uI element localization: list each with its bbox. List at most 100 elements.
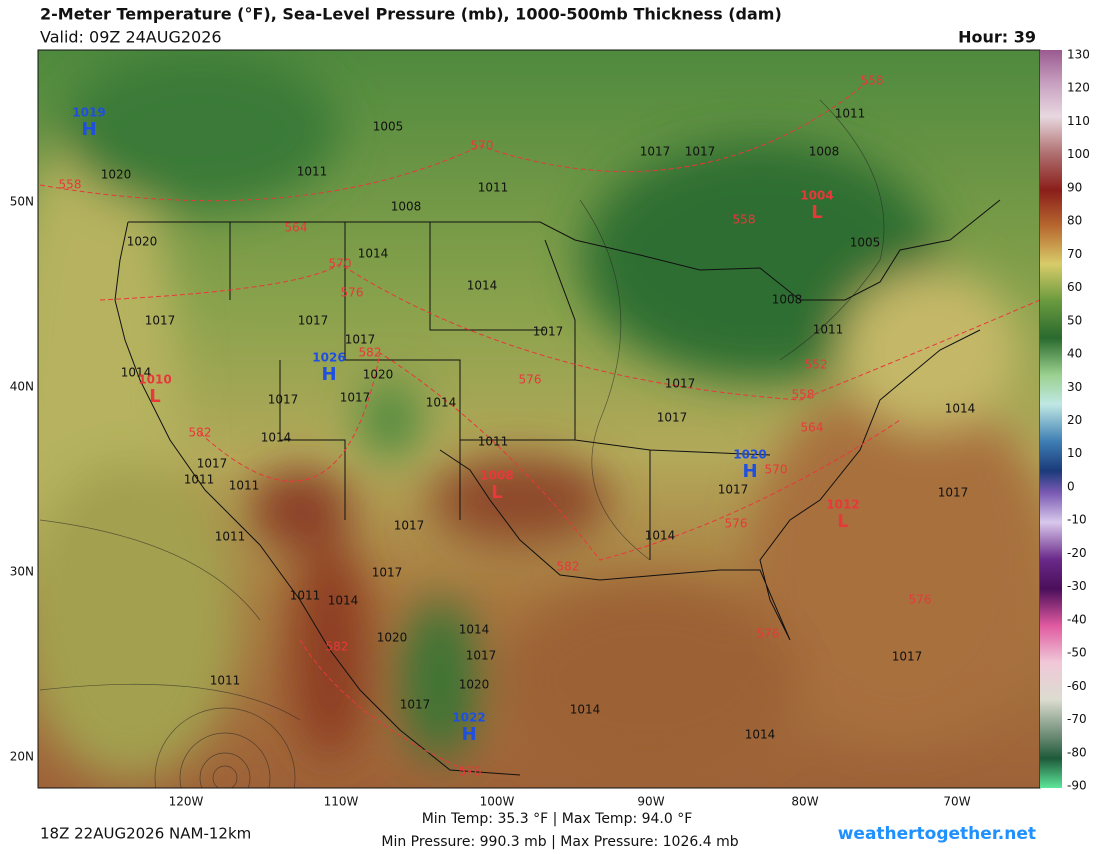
center-symbol: H — [742, 461, 757, 482]
center-pressure: 1020 — [733, 448, 766, 462]
title: 2-Meter Temperature (°F), Sea-Level Pres… — [40, 5, 782, 24]
isobar-label: 1017 — [400, 698, 431, 712]
isobar-label: 1014 — [121, 366, 152, 380]
isobar-label: 1011 — [478, 181, 509, 195]
isobar-label: 1014 — [459, 623, 490, 637]
colorbar-tick-label: -30 — [1067, 579, 1087, 593]
center-symbol: L — [811, 202, 822, 223]
thickness-label: 564 — [285, 221, 308, 235]
isobar-label: 1011 — [210, 674, 241, 688]
isobar-label: 1014 — [467, 279, 498, 293]
colorbar-tick-label: -40 — [1067, 612, 1087, 626]
longitude-label: 100W — [480, 795, 515, 809]
temperature-range: Min Temp: 35.3 °F | Max Temp: 94.0 °F — [422, 811, 693, 827]
longitude-label: 70W — [943, 795, 970, 809]
thickness-label: 558 — [733, 213, 756, 227]
isobar-label: 1011 — [813, 323, 844, 337]
isobar-label: 1014 — [570, 703, 601, 717]
isobar-label: 1008 — [772, 293, 803, 307]
longitude-label: 90W — [637, 795, 664, 809]
isobar-label: 1017 — [145, 314, 176, 328]
latitude-label: 20N — [10, 750, 34, 764]
thickness-label: 576 — [725, 517, 748, 531]
site-name[interactable]: weathertogether.net — [838, 824, 1036, 844]
thickness-label: 570 — [329, 257, 352, 271]
colorbar-tick-label: 10 — [1067, 446, 1082, 460]
isobar-label: 1017 — [533, 325, 564, 339]
colorbar-tick-label: 30 — [1067, 380, 1082, 394]
center-pressure: 1019 — [72, 106, 105, 120]
colorbar-tick-label: -80 — [1067, 745, 1087, 759]
center-symbol: L — [837, 511, 848, 532]
model-run: 18Z 22AUG2026 NAM-12km — [40, 825, 251, 843]
thickness-label: 582 — [189, 426, 212, 440]
isobar-label: 1005 — [373, 120, 404, 134]
thickness-label: 582 — [557, 560, 580, 574]
colorbar-tick-label: -70 — [1067, 712, 1087, 726]
isobar-label: 1014 — [945, 402, 976, 416]
isobar-label: 1017 — [892, 650, 923, 664]
center-pressure: 1026 — [312, 351, 345, 365]
colorbar-tick-label: -20 — [1067, 546, 1087, 560]
isobar-label: 1011 — [290, 589, 321, 603]
colorbar-tick-label: 130 — [1067, 48, 1090, 62]
longitude-label: 80W — [791, 795, 818, 809]
isobar-label: 1014 — [745, 728, 776, 742]
colorbar — [1040, 50, 1062, 788]
isobar-label: 1017 — [685, 145, 716, 159]
longitude-label: 120W — [169, 795, 204, 809]
isobar-label: 1011 — [229, 479, 260, 493]
latitude-label: 50N — [10, 195, 34, 209]
center-symbol: L — [149, 386, 160, 407]
isobar-label: 1008 — [391, 200, 422, 214]
center-pressure: 1012 — [826, 498, 859, 512]
center-pressure: 1010 — [138, 373, 171, 387]
isobar-label: 1011 — [215, 530, 246, 544]
center-symbol: H — [461, 724, 476, 745]
isobar-label: 1005 — [850, 236, 881, 250]
thickness-label: 582 — [359, 346, 382, 360]
longitude-label: 110W — [324, 795, 359, 809]
colorbar-tick-label: 90 — [1067, 180, 1082, 194]
thickness-label: 576 — [341, 286, 364, 300]
colorbar-tick-label: 70 — [1067, 247, 1082, 261]
isobar-label: 1014 — [328, 594, 359, 608]
colorbar-tick-label: 60 — [1067, 280, 1082, 294]
colorbar-tick-label: 0 — [1067, 479, 1075, 493]
thickness-label: 576 — [459, 765, 482, 779]
thickness-label: 570 — [471, 139, 494, 153]
isobar-label: 1011 — [184, 473, 215, 487]
center-pressure: 1008 — [480, 469, 513, 483]
thickness-label: 564 — [801, 421, 824, 435]
thickness-label: 576 — [757, 627, 780, 641]
isobar-label: 1020 — [127, 235, 158, 249]
isobar-label: 1017 — [718, 483, 749, 497]
center-symbol: L — [491, 482, 502, 503]
center-symbol: H — [321, 364, 336, 385]
isobar-label: 1017 — [657, 411, 688, 425]
isobar-label: 1020 — [101, 168, 132, 182]
isobar-label: 1014 — [645, 529, 676, 543]
isobar-label: 1014 — [358, 247, 389, 261]
isobar-label: 1017 — [938, 486, 969, 500]
isobar-label: 1017 — [640, 145, 671, 159]
isobar-label: 1011 — [297, 165, 328, 179]
thickness-label: 576 — [519, 373, 542, 387]
isobar-label: 1020 — [459, 678, 490, 692]
isobar-label: 1017 — [268, 393, 299, 407]
colorbar-tick-label: -50 — [1067, 646, 1087, 660]
isobar-label: 1014 — [426, 396, 457, 410]
center-pressure: 1004 — [800, 189, 833, 203]
isobar-label: 1011 — [835, 107, 866, 121]
valid-time: Valid: 09Z 24AUG2026 — [40, 28, 222, 47]
colorbar-tick-label: -10 — [1067, 513, 1087, 527]
isobar-label: 1017 — [372, 566, 403, 580]
thickness-label: 558 — [59, 178, 82, 192]
map-field — [38, 50, 1040, 788]
isobar-label: 1017 — [345, 333, 376, 347]
isobar-label: 1017 — [298, 314, 329, 328]
pressure-range: Min Pressure: 990.3 mb | Max Pressure: 1… — [381, 834, 738, 850]
latitude-label: 40N — [10, 380, 34, 394]
isobar-label: 1020 — [363, 368, 394, 382]
